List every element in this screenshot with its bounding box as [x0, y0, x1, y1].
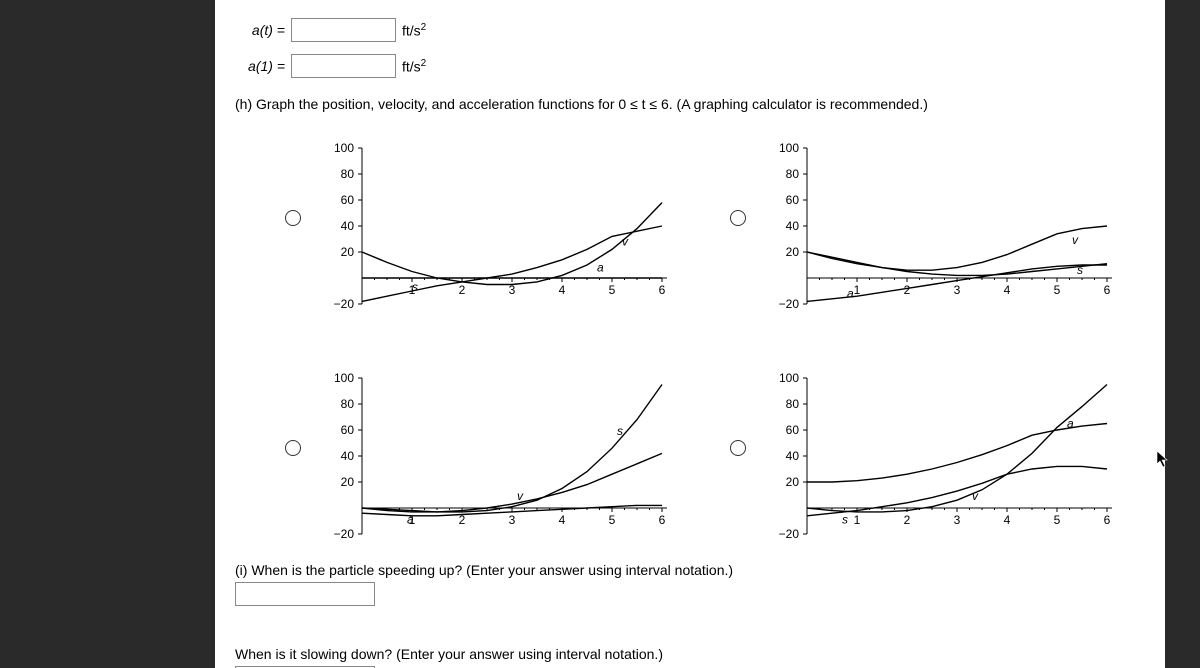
- svg-text:80: 80: [786, 397, 800, 411]
- graph-option-1[interactable]: −2020406080100123456sav: [285, 118, 700, 318]
- a1-unit-sup: 2: [421, 58, 427, 69]
- svg-text:v: v: [1072, 233, 1079, 247]
- svg-text:a: a: [1067, 416, 1074, 430]
- svg-text:a: a: [597, 261, 604, 275]
- svg-text:6: 6: [1104, 283, 1111, 297]
- svg-text:80: 80: [341, 397, 355, 411]
- svg-text:s: s: [842, 513, 848, 527]
- svg-text:40: 40: [341, 219, 355, 233]
- svg-text:80: 80: [341, 167, 355, 181]
- at-row: a(t) = ft/s2: [235, 18, 1145, 42]
- svg-text:100: 100: [334, 141, 354, 155]
- svg-text:v: v: [622, 235, 629, 249]
- svg-text:60: 60: [341, 193, 355, 207]
- svg-text:4: 4: [559, 513, 566, 527]
- svg-text:5: 5: [1054, 283, 1061, 297]
- slowdown-text: When is it slowing down? (Enter your ans…: [235, 646, 1145, 662]
- svg-text:100: 100: [334, 371, 354, 385]
- graph-4: −20 20 40 60 80 100 1 2 3 4 5 6 s v a: [752, 348, 1112, 548]
- svg-text:−20: −20: [779, 297, 800, 311]
- svg-text:6: 6: [1104, 513, 1111, 527]
- cursor-icon: [1156, 450, 1170, 468]
- svg-text:4: 4: [559, 283, 566, 297]
- svg-text:100: 100: [779, 141, 799, 155]
- page-root: a(t) = ft/s2 a(1) = ft/s2 (h) Graph the …: [0, 0, 1200, 668]
- at-input[interactable]: [291, 18, 396, 42]
- svg-text:4: 4: [1004, 513, 1011, 527]
- svg-text:−20: −20: [334, 527, 355, 541]
- svg-text:3: 3: [509, 513, 516, 527]
- svg-text:60: 60: [786, 193, 800, 207]
- radio-1[interactable]: [285, 210, 301, 226]
- a1-input[interactable]: [291, 54, 396, 78]
- svg-text:20: 20: [786, 475, 800, 489]
- part-i-text: (i) When is the particle speeding up? (E…: [235, 562, 1145, 578]
- svg-text:4: 4: [1004, 283, 1011, 297]
- svg-text:2: 2: [459, 283, 466, 297]
- radio-2[interactable]: [730, 210, 746, 226]
- svg-text:3: 3: [954, 283, 961, 297]
- radio-4[interactable]: [730, 440, 746, 456]
- svg-text:1: 1: [854, 283, 861, 297]
- a1-unit: ft/s2: [402, 58, 426, 75]
- graph-option-3[interactable]: −2020406080100123456avs: [285, 348, 700, 548]
- svg-text:40: 40: [786, 449, 800, 463]
- svg-text:80: 80: [786, 167, 800, 181]
- svg-text:60: 60: [786, 423, 800, 437]
- svg-text:20: 20: [341, 245, 355, 259]
- svg-text:s: s: [617, 424, 623, 438]
- radio-3[interactable]: [285, 440, 301, 456]
- graph-2: −20 20 40 60 80 100 1 2 3 4 5 6 a s v: [752, 118, 1112, 318]
- graph-option-4[interactable]: −20 20 40 60 80 100 1 2 3 4 5 6 s v a: [730, 348, 1145, 548]
- svg-text:s: s: [412, 280, 418, 294]
- graph-option-2[interactable]: −20 20 40 60 80 100 1 2 3 4 5 6 a s v: [730, 118, 1145, 318]
- svg-text:5: 5: [1054, 513, 1061, 527]
- svg-text:40: 40: [341, 449, 355, 463]
- svg-text:6: 6: [659, 513, 666, 527]
- graph-1: −2020406080100123456sav: [307, 118, 667, 318]
- part-h-text: (h) Graph the position, velocity, and ac…: [235, 96, 1145, 112]
- content-sheet: a(t) = ft/s2 a(1) = ft/s2 (h) Graph the …: [215, 0, 1165, 668]
- svg-text:6: 6: [659, 283, 666, 297]
- speedup-input[interactable]: [235, 582, 375, 606]
- svg-text:v: v: [972, 489, 979, 503]
- svg-text:1: 1: [854, 513, 861, 527]
- a1-label: a(1) =: [235, 58, 285, 74]
- svg-text:s: s: [1077, 263, 1083, 277]
- graph-grid: −20 20 40 60 80 100 1 2 3 4 5 6 s a v −20 20 40 60 80 100 1 2…: [285, 118, 1145, 548]
- a1-unit-prefix: ft/s: [402, 58, 421, 74]
- svg-text:2: 2: [904, 283, 911, 297]
- svg-text:a: a: [847, 287, 854, 301]
- svg-text:60: 60: [341, 423, 355, 437]
- svg-text:v: v: [517, 489, 524, 503]
- svg-text:3: 3: [954, 513, 961, 527]
- at-unit-sup: 2: [421, 22, 427, 33]
- svg-text:100: 100: [779, 371, 799, 385]
- at-unit: ft/s2: [402, 22, 426, 39]
- svg-text:20: 20: [786, 245, 800, 259]
- at-label: a(t) =: [235, 22, 285, 38]
- svg-text:5: 5: [609, 283, 616, 297]
- svg-text:−20: −20: [779, 527, 800, 541]
- at-unit-prefix: ft/s: [402, 22, 421, 38]
- svg-text:20: 20: [341, 475, 355, 489]
- svg-text:5: 5: [609, 513, 616, 527]
- svg-text:a: a: [407, 513, 414, 527]
- svg-text:2: 2: [904, 513, 911, 527]
- a1-row: a(1) = ft/s2: [235, 54, 1145, 78]
- svg-text:40: 40: [786, 219, 800, 233]
- graph-3: −2020406080100123456avs: [307, 348, 667, 548]
- svg-text:−20: −20: [334, 297, 355, 311]
